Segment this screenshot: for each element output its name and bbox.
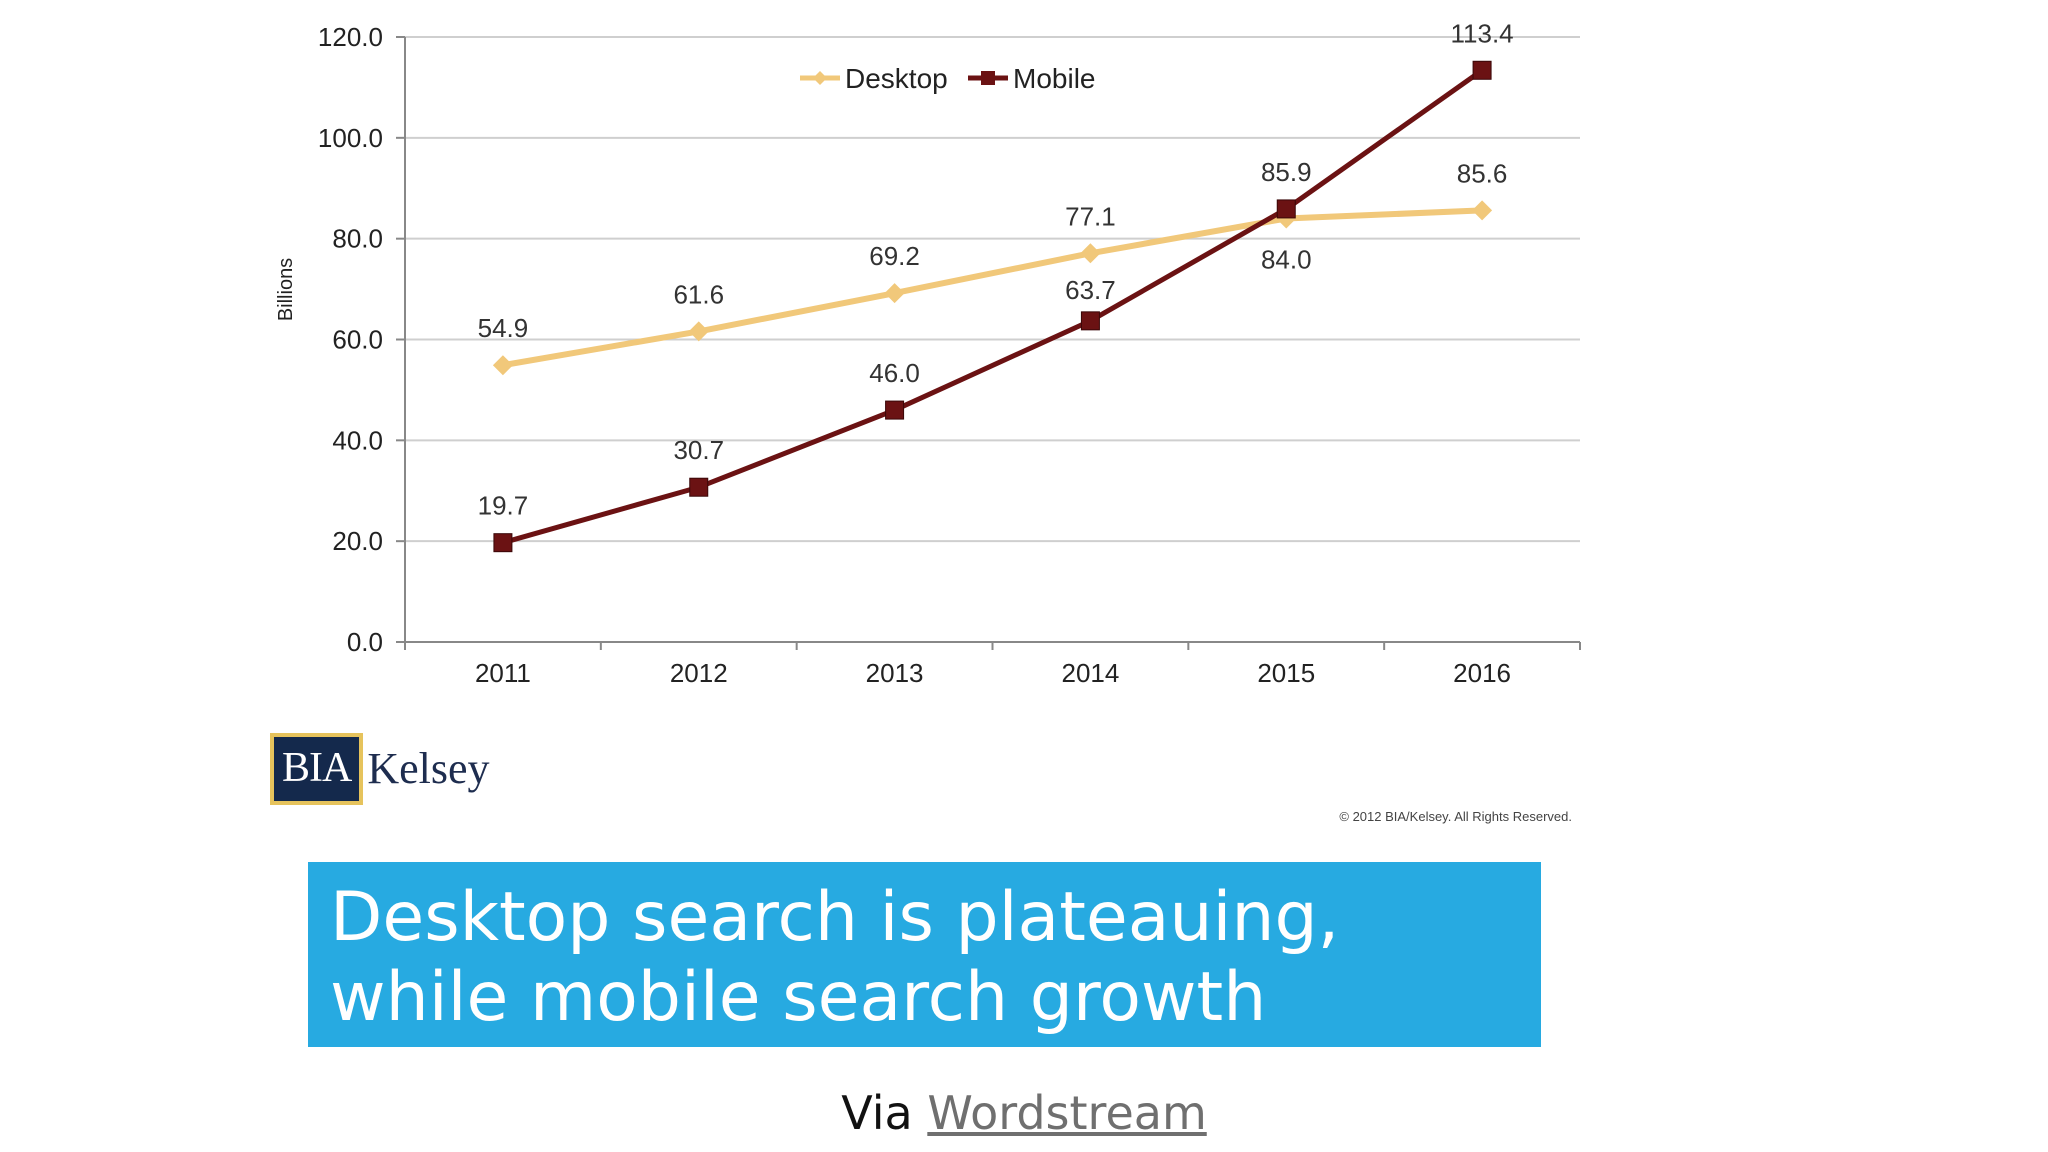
data-point-desktop	[493, 355, 513, 375]
data-label-desktop: 85.6	[1457, 158, 1508, 188]
data-label-desktop: 61.6	[673, 279, 724, 309]
y-tick-label: 80.0	[332, 224, 383, 254]
x-tick-label: 2014	[1061, 658, 1119, 688]
data-point-desktop	[885, 283, 905, 303]
x-tick-label: 2011	[475, 658, 531, 688]
y-axis-label: Billions	[275, 258, 297, 321]
data-label-mobile: 46.0	[869, 358, 920, 388]
data-point-desktop	[689, 321, 709, 341]
legend-label-mobile: Mobile	[1013, 63, 1095, 94]
data-label-mobile: 19.7	[478, 491, 529, 521]
x-tick-label: 2015	[1257, 658, 1315, 688]
chart: 0.0 20.0 40.0 60.0 80.0 100.0 120.0 2011 2012 201…	[0, 0, 2048, 860]
data-label-mobile: 30.7	[673, 435, 724, 465]
data-point-mobile	[1473, 61, 1491, 79]
copyright-text: © 2012 BIA/Kelsey. All Rights Reserved.	[1339, 809, 1572, 824]
data-label-desktop: 69.2	[869, 241, 920, 271]
series-line-desktop	[503, 210, 1482, 365]
legend-marker-mobile	[981, 71, 995, 85]
x-tick-label: 2013	[866, 658, 924, 688]
bia-kelsey-logo: BIA Kelsey	[270, 733, 490, 805]
data-label-mobile: 113.4	[1451, 18, 1514, 48]
x-tick-label: 2012	[670, 658, 728, 688]
y-tick-label: 60.0	[332, 325, 383, 355]
y-tick-label: 40.0	[332, 425, 383, 455]
data-label-mobile: 63.7	[1065, 275, 1116, 305]
legend-marker-desktop	[813, 71, 827, 85]
data-point-mobile	[886, 401, 904, 419]
legend-label-desktop: Desktop	[845, 63, 948, 94]
caption-line-2: while mobile search growth	[330, 958, 1519, 1038]
y-tick-label: 120.0	[318, 22, 383, 52]
logo-bia-text: BIA	[270, 733, 363, 805]
via-prefix: Via	[841, 1086, 912, 1140]
wordstream-link[interactable]: Wordstream	[927, 1086, 1206, 1140]
data-label-desktop: 54.9	[478, 313, 529, 343]
data-label-desktop: 84.0	[1261, 245, 1312, 275]
series-line-mobile	[503, 70, 1482, 542]
data-label-mobile: 85.9	[1261, 157, 1312, 187]
x-tick-label: 2016	[1453, 658, 1511, 688]
y-tick-label: 0.0	[347, 627, 383, 657]
data-point-desktop	[1472, 200, 1492, 220]
y-tick-label: 100.0	[318, 123, 383, 153]
y-tick-label: 20.0	[332, 526, 383, 556]
caption-banner: Desktop search is plateauing, while mobi…	[308, 862, 1541, 1047]
data-point-mobile	[494, 534, 512, 552]
data-point-mobile	[690, 478, 708, 496]
caption-line-1: Desktop search is plateauing,	[330, 878, 1519, 958]
source-credit: Via Wordstream	[0, 1086, 2048, 1140]
data-point-mobile	[1277, 200, 1295, 218]
logo-kelsey-text: Kelsey	[363, 747, 489, 791]
data-point-desktop	[1080, 243, 1100, 263]
data-label-desktop: 77.1	[1065, 201, 1116, 231]
data-point-mobile	[1081, 312, 1099, 330]
